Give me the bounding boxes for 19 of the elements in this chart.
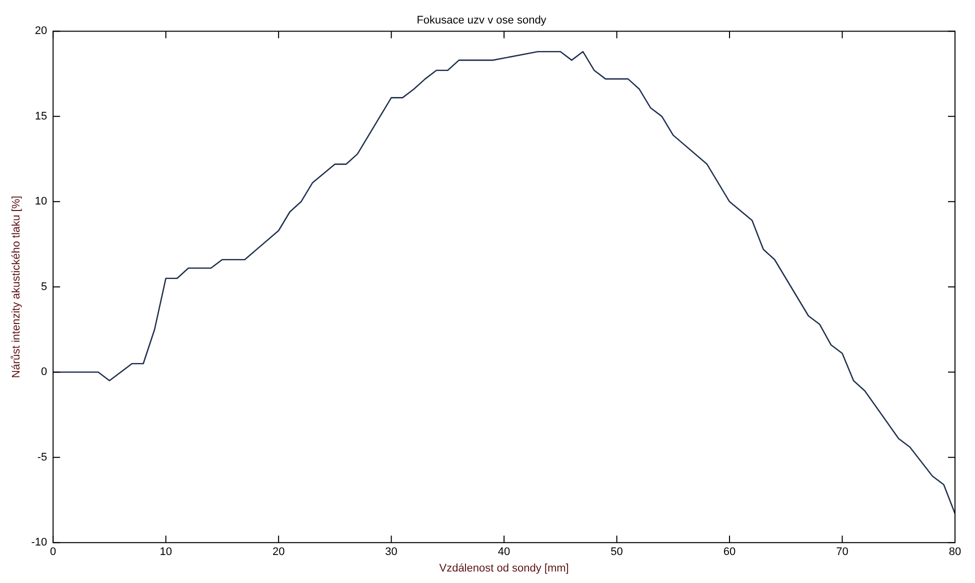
chart-title: Fokusace uzv v ose sondy <box>416 14 547 27</box>
y-tick-label: -5 <box>37 451 48 464</box>
x-tick-label: 10 <box>160 546 172 558</box>
x-tick-label: 40 <box>498 546 510 558</box>
x-tick-label: 60 <box>723 546 736 558</box>
x-tick-label: 30 <box>385 546 398 558</box>
x-tick-label: 70 <box>836 546 848 558</box>
y-tick-label: 0 <box>40 366 48 378</box>
y-tick-label: 10 <box>34 196 48 208</box>
x-tick-label: 0 <box>50 546 56 558</box>
x-tick-label: 80 <box>948 546 962 558</box>
y-axis-title: Nárůst intenzity akustického tlaku [%] <box>10 196 23 378</box>
x-tick-label: 20 <box>272 546 285 558</box>
y-tick-label: 5 <box>40 280 48 293</box>
x-tick-label: 50 <box>610 546 623 558</box>
y-tick-label: 20 <box>34 25 48 38</box>
y-tick-label: -10 <box>31 536 48 549</box>
y-tick-label: 15 <box>34 110 48 122</box>
x-axis-title: Vzdálenost od sondy [mm] <box>439 562 569 574</box>
